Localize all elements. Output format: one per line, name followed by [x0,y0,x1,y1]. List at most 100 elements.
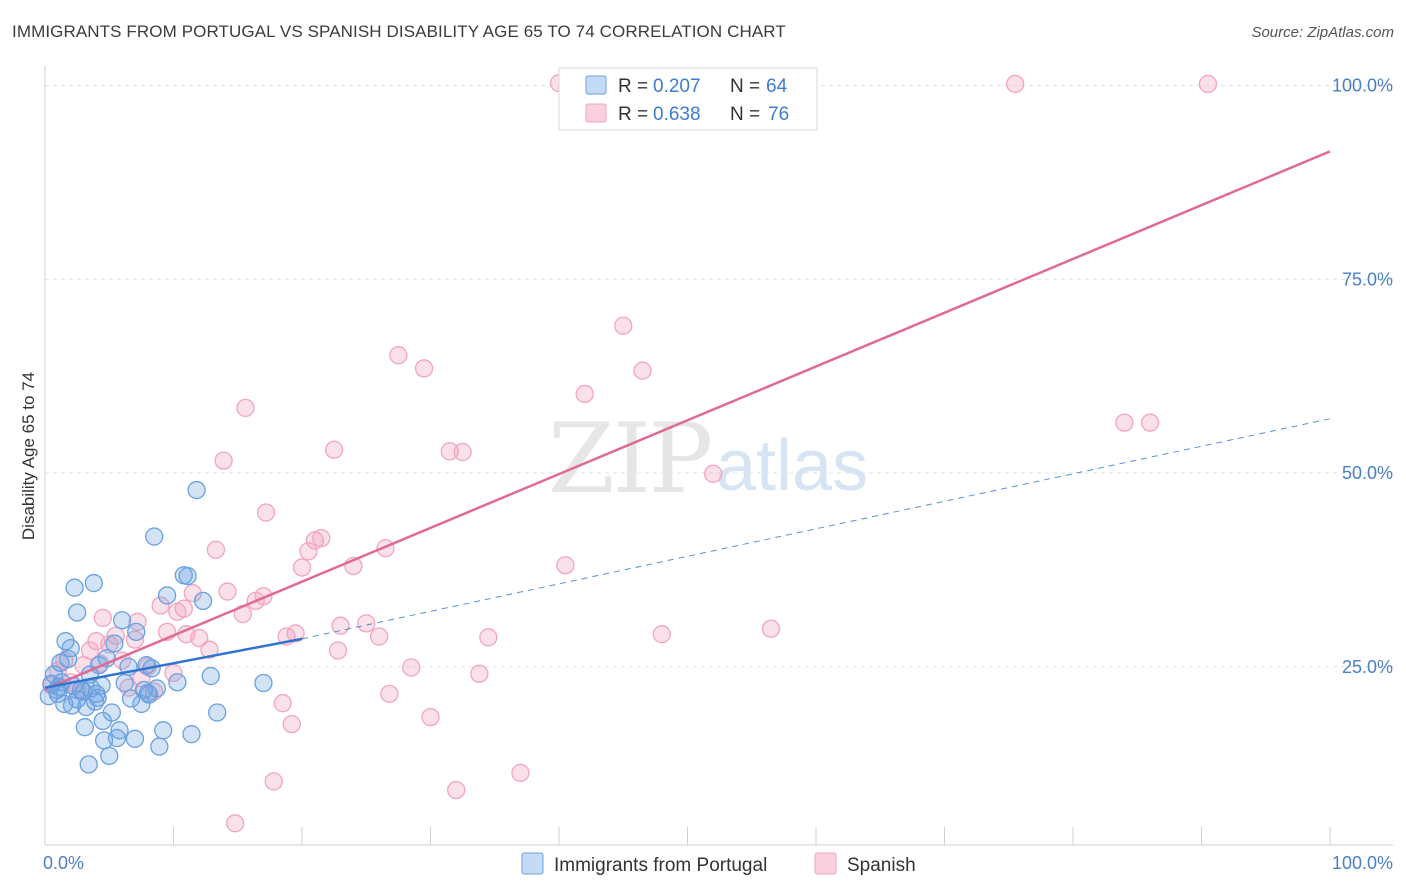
point-portugal-46 [145,527,164,546]
point-portugal-10 [58,649,78,669]
axes [44,66,1393,846]
point-portugal-23 [84,573,103,593]
point-spanish-43 [292,558,312,577]
point-portugal-49 [154,721,173,740]
point-spanish-62 [470,664,489,683]
point-portugal-32 [102,703,121,722]
point-spanish-68 [614,316,633,335]
legend-r-label-1: R = [618,76,648,97]
point-spanish-32 [226,814,245,833]
trend-lines [44,150,1331,691]
legend-n-label-2: N = [730,104,760,125]
point-spanish-34 [236,398,255,418]
point-portugal-62 [88,688,107,707]
point-portugal-31 [100,746,119,766]
point-portugal-20 [79,755,98,774]
point-spanish-54 [380,684,399,704]
point-portugal-57 [201,666,220,686]
point-spanish-66 [556,556,575,575]
series-legend: Immigrants from Portugal Spanish [521,852,916,876]
point-spanish-27 [190,628,209,648]
point-spanish-56 [402,658,421,677]
point-spanish-20 [151,596,170,615]
point-spanish-10 [93,608,112,628]
point-portugal-63 [115,673,134,693]
data-points [39,73,1218,833]
point-spanish-48 [328,641,348,660]
point-portugal-55 [187,480,206,500]
gridlines [45,85,1393,668]
point-spanish-38 [264,772,283,791]
point-spanish-49 [331,616,350,635]
watermark-atlas: atlas [716,426,868,506]
point-portugal-41 [132,694,151,714]
point-portugal-56 [193,591,213,611]
point-spanish-69 [633,361,652,380]
point-portugal-59 [254,673,273,693]
point-spanish-75 [1115,413,1134,432]
legend-r-value-2: 0.638 [653,104,701,125]
point-spanish-63 [479,628,498,647]
point-portugal-39 [125,729,145,748]
point-spanish-57 [414,359,434,378]
legend-n-label-1: N = [730,76,760,97]
point-portugal-40 [127,622,146,642]
point-spanish-39 [273,694,292,713]
point-spanish-28 [200,640,219,659]
y-tick-label-3: 75.0% [1342,269,1393,289]
point-spanish-64 [511,763,530,783]
point-spanish-30 [214,451,233,470]
point-portugal-48 [150,737,169,756]
point-spanish-77 [1198,74,1218,94]
y-axis-title: Disability Age 65 to 74 [19,372,38,540]
point-portugal-64 [138,683,157,703]
legend-swatch-blue [585,75,607,95]
point-spanish-12 [106,626,125,645]
y-tick-label-2: 50.0% [1342,463,1393,483]
source-label: Source: ZipAtlas.com [1251,24,1394,41]
point-spanish-74 [1006,74,1025,94]
tick-labels: 25.0% 50.0% 75.0% 100.0% 0.0% 100.0% [43,76,1393,874]
x-tick-label-1: 0.0% [43,853,84,873]
point-spanish-67 [575,384,594,404]
point-portugal-61 [62,696,82,715]
bottom-legend-swatch-pink [814,852,837,875]
point-spanish-55 [389,346,408,365]
point-spanish-60 [447,780,466,800]
point-spanish-70 [652,625,671,644]
point-spanish-52 [369,627,389,646]
x-tick-label-2: 100.0% [1332,853,1393,873]
y-tick-label-1: 25.0% [1342,657,1393,677]
point-spanish-51 [357,614,376,633]
point-spanish-31 [218,582,237,601]
legend-swatch-pink [585,103,607,123]
legend-r-value-1: 0.207 [653,76,701,97]
point-portugal-33 [105,634,124,653]
point-spanish-15 [125,630,145,649]
bottom-legend-label-spanish: Spanish [847,855,916,876]
point-spanish-29 [206,540,226,559]
point-portugal-11 [61,639,80,658]
point-spanish-47 [324,440,344,459]
point-spanish-44 [299,542,318,561]
point-spanish-58 [421,707,440,727]
point-portugal-38 [121,689,141,708]
point-spanish-42 [286,624,305,643]
point-portugal-50 [157,586,177,605]
point-spanish-41 [282,714,301,734]
legend-r-label-2: R = [618,104,648,125]
point-spanish-46 [312,528,331,548]
point-portugal-47 [147,679,166,698]
point-portugal-54 [182,725,201,744]
point-spanish-59 [440,442,459,461]
trend-spanish [44,150,1331,691]
point-spanish-24 [174,599,193,618]
point-spanish-61 [453,442,472,462]
point-spanish-7 [80,641,100,660]
chart-title: IMMIGRANTS FROM PORTUGAL VS SPANISH DISA… [12,22,786,41]
point-portugal-18 [75,718,94,737]
bottom-legend-swatch-blue [521,852,544,875]
correlation-legend: R = 0.207 N = 64 R = 0.638 N = 76 [558,67,818,131]
point-spanish-37 [256,503,276,522]
